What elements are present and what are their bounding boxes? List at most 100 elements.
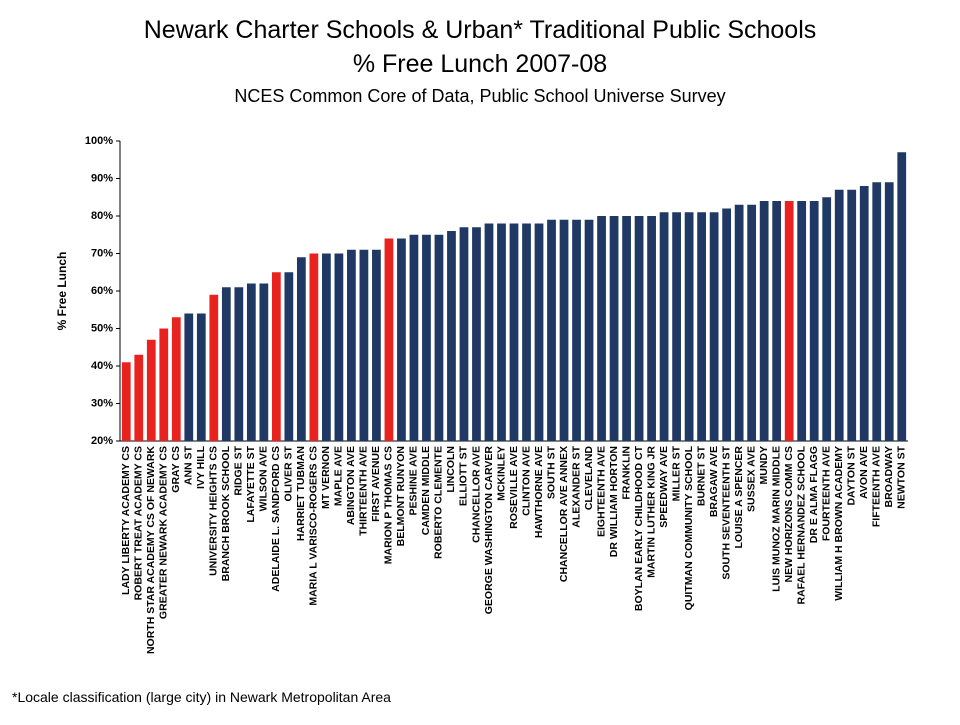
x-tick-label: ADELAIDE L. SANDFORD CS [270,446,282,592]
bar [584,219,594,441]
x-tick-label: LINCOLN [445,446,457,493]
y-tick-label: 100% [85,135,113,147]
bar [884,182,894,441]
chart-title: Newark Charter Schools & Urban* Traditio… [144,16,817,44]
x-tick-label: LUIS MUNOZ MARIN MIDDLE [770,446,782,592]
bar [146,339,156,441]
bar [234,287,244,441]
x-tick-label: DAYTON ST [845,445,857,505]
bar [497,223,506,441]
y-tick-label: 60% [91,285,113,297]
bar [422,234,431,441]
bar [897,152,907,441]
chart-title: % Free Lunch 2007-08 [353,50,607,78]
x-tick-label: BROADWAY [883,446,895,507]
x-tick-label: NEW HORIZONS COMM CS [783,446,795,583]
bar [384,238,394,441]
x-tick-label: CHANCELLOR AVE ANNEX [558,446,570,582]
bar [509,223,519,441]
x-tick-label: OLIVER ST [283,445,295,501]
x-tick-label: DR WILLIAM HORTON [608,446,620,557]
bar [647,216,656,441]
x-tick-label: RIDGE ST [233,445,245,495]
x-tick-label: NEWTON ST [896,445,908,508]
bar [622,216,631,441]
x-tick-label: ANN ST [183,445,195,485]
bar [184,313,194,441]
bar [322,253,331,441]
bar [859,186,869,441]
x-tick-label: SOUTH SEVENTEENTH ST [720,445,732,579]
bar [597,216,606,441]
bar [409,234,419,441]
bar [747,204,757,441]
y-tick-label: 90% [91,172,113,184]
y-tick-label: 70% [91,247,113,259]
bar [522,223,531,441]
bar [834,189,844,441]
bar [572,219,581,441]
bar [259,283,269,441]
bar [684,212,694,441]
footnote: *Locale classification (large city) in N… [12,689,391,705]
x-tick-label: MILLER ST [670,445,682,501]
x-tick-label: UNIVERSITY HEIGHTS CS [208,446,220,576]
x-tick-label: CLEVELAND [583,446,595,511]
x-tick-label: GREATER NEWARK ACADEMY CS [158,446,170,619]
x-tick-label: ELLIOTT ST [458,445,470,506]
bar [159,328,169,441]
x-tick-label: ROBERTO CLEMENTE [433,446,445,559]
bar [822,197,832,441]
x-tick-label: BURNET ST [695,445,707,506]
bar [734,204,744,441]
bar [722,208,732,441]
x-tick-label: CHANCELLOR AVE [470,446,482,543]
bar [246,283,256,441]
bar [547,219,556,441]
x-tick-label: GEORGE WASHINGTON CARVER [483,446,495,615]
bar [359,249,369,441]
x-tick-label: FRANKLIN [620,446,632,500]
y-tick-label: 20% [91,435,113,447]
bar [559,219,569,441]
x-tick-label: FIFTEENTH AVE [871,446,883,527]
x-tick-label: LOUISE A SPENCER [733,446,745,549]
x-tick-label: RAFAEL HERNANDEZ SCHOOL [795,445,807,604]
bar [772,201,782,441]
x-tick-label: LAFAYETTE ST [245,445,257,522]
bar [296,257,306,441]
bar [847,189,857,441]
x-tick-label: MCKINLEY [495,446,507,501]
x-tick-label: ROSEVILLE AVE [508,446,520,529]
x-tick-label: MT VERNON [320,446,332,509]
x-tick-label: ALEXANDER ST [570,445,582,527]
x-tick-label: MARION P THOMAS CS [383,446,395,564]
x-tick-label: BRANCH BROOK SCHOOL [220,445,232,581]
bar [397,238,406,441]
bar [709,212,719,441]
bar [134,354,144,441]
x-tick-label: PESHINE AVE [408,446,420,515]
y-tick-label: 40% [91,360,113,372]
bar [472,227,481,441]
x-tick-label: BOYLAN EARLY CHILDHOOD CT [633,445,645,611]
x-tick-label: MUNDY [758,446,770,485]
y-tick-label: 80% [91,210,113,222]
bar [534,223,544,441]
x-tick-label: ROBERT TREAT ACADEMY CS [133,446,145,600]
bar [609,216,619,441]
x-tick-label: QUITMAN COMMUNITY SCHOOL [683,445,695,610]
x-tick-label: NORTH STAR ACADEMY CS OF NEWARK [145,446,157,654]
x-tick-label: MAPLE AVE [333,446,345,506]
bar [171,317,181,441]
x-tick-label: IVY HILL [195,445,207,489]
x-tick-label: CAMDEN MIDDLE [420,446,432,535]
bar [271,272,281,441]
bar [809,201,819,441]
x-tick-label: MARTIN LUTHER KING JR [645,446,657,578]
bar [334,253,344,441]
bar [121,362,131,441]
x-tick-label: ABINGTON AVE [345,446,357,525]
